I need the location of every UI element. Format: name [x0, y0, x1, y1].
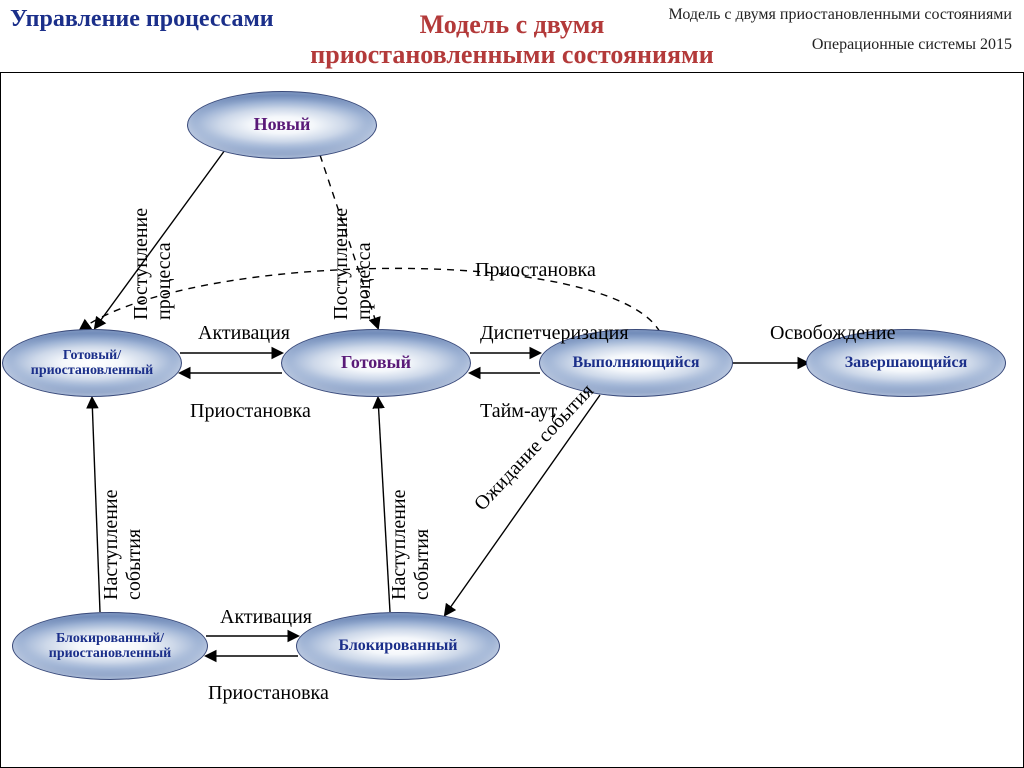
page-meta-line2: Операционные системы 2015	[812, 36, 1012, 54]
edge-label-new-to-ready: Поступлениепроцесса	[330, 150, 376, 320]
node-blocked: Блокированный	[296, 612, 500, 680]
node-ready-suspended: Готовый/приостановленный	[2, 329, 182, 397]
node-blocked-suspended-label: Блокированный/приостановленный	[43, 631, 177, 662]
node-ready-suspended-label: Готовый/приостановленный	[25, 348, 159, 379]
edge-label-new-to-ready-suspended: Поступлениепроцесса	[130, 150, 176, 320]
edge-label-event-occurred-2: Наступлениесобытия	[388, 420, 434, 600]
edge-label-activate-1: Активация	[198, 322, 290, 345]
node-blocked-label: Блокированный	[332, 637, 463, 655]
edge-label-event-occurred-1: Наступлениесобытия	[100, 420, 146, 600]
diagram-title: Модель с двумя приостановленными состоян…	[232, 10, 792, 70]
node-ready-label: Готовый	[335, 353, 417, 373]
edge-label-suspend-2: Приостановка	[208, 682, 329, 705]
node-exit-label: Завершающийся	[839, 354, 974, 372]
node-ready: Готовый	[281, 329, 471, 397]
node-blocked-suspended: Блокированный/приостановленный	[12, 612, 208, 680]
edge-label-dispatch: Диспетчеризация	[480, 322, 629, 345]
title-line1: Модель с двумя	[420, 10, 605, 39]
edge-label-activate-2: Активация	[220, 606, 312, 629]
edge-label-running-to-ready-suspended: Приостановка	[475, 259, 596, 282]
edge-label-suspend-1: Приостановка	[190, 400, 311, 423]
node-running-label: Выполняющийся	[567, 354, 706, 372]
title-line2: приостановленными состояниями	[310, 40, 713, 69]
node-new-label: Новый	[248, 115, 317, 135]
node-new: Новый	[187, 91, 377, 159]
edge-label-release: Освобождение	[770, 322, 895, 345]
